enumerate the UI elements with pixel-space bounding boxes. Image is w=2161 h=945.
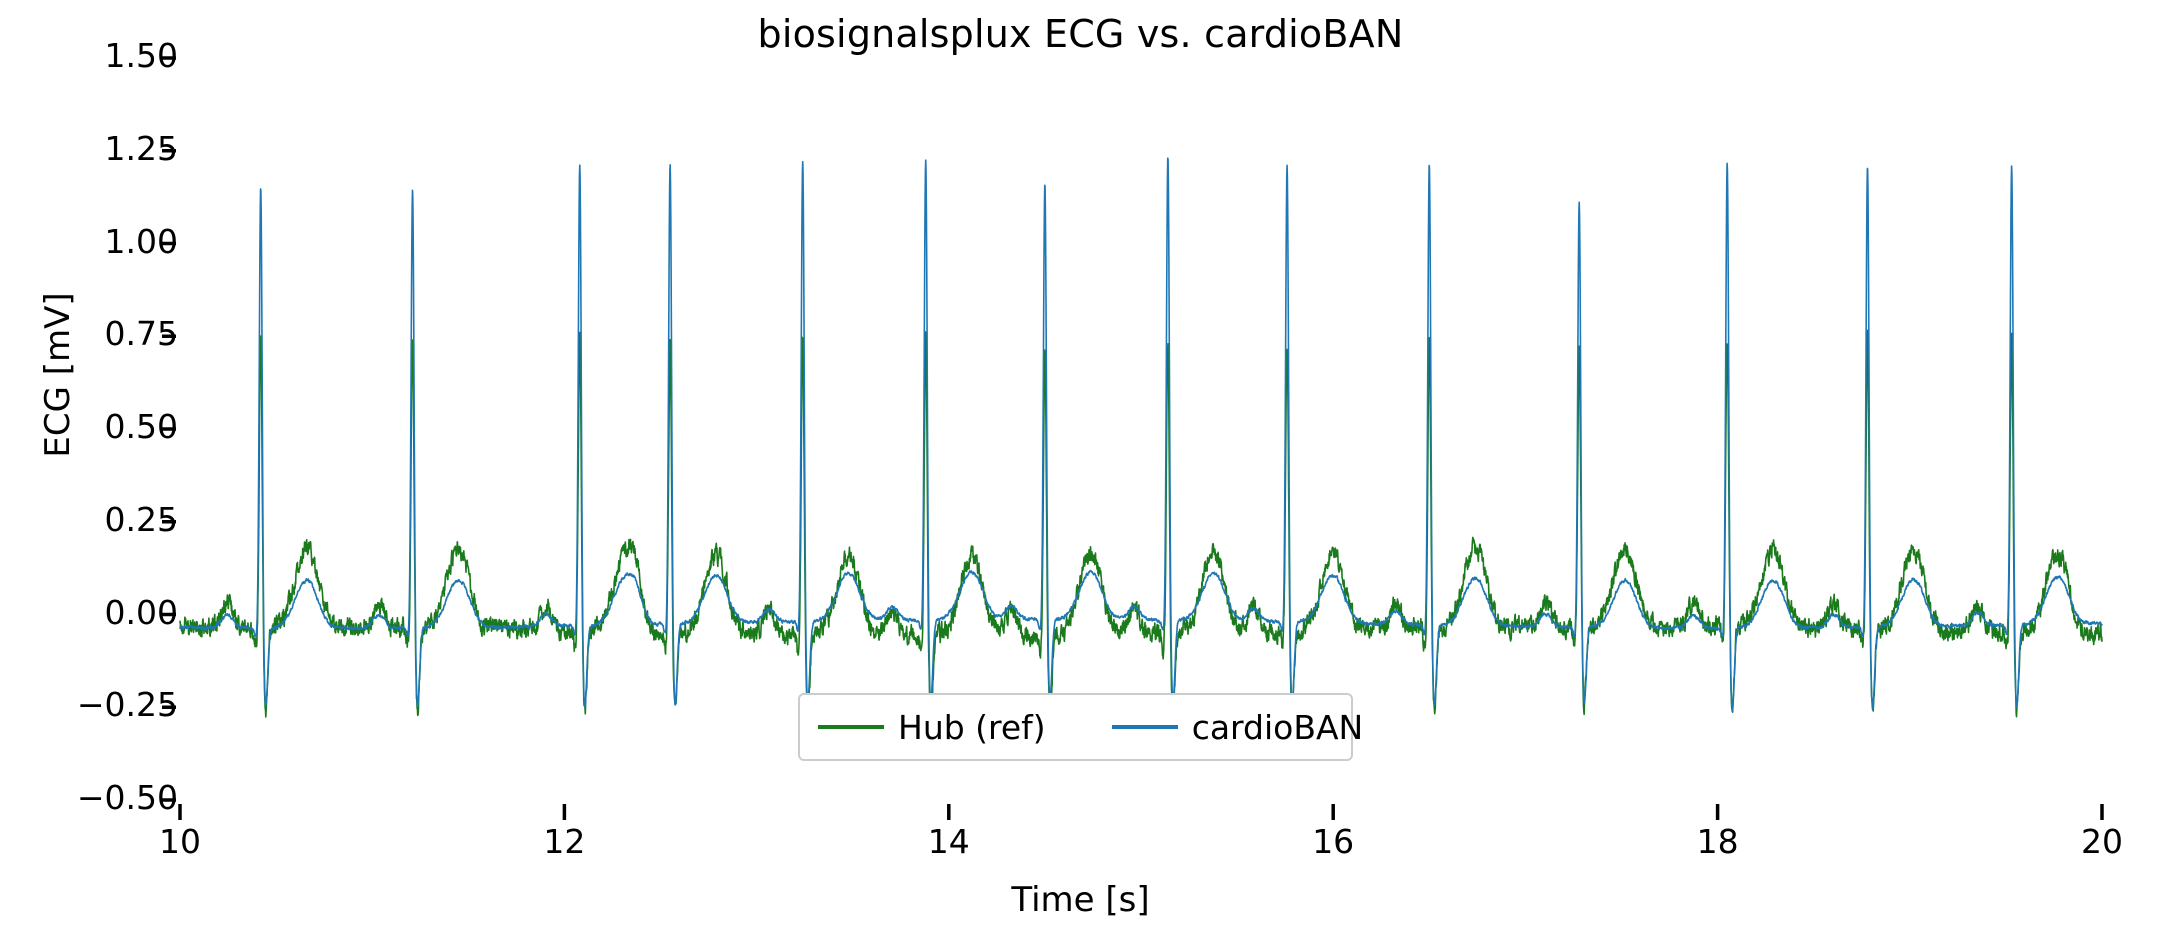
legend-entry-hub: Hub (ref) [800, 695, 1046, 759]
legend-line-cardioban [1111, 725, 1178, 729]
ecg-series-group [179, 157, 2103, 723]
x-tick-label: 16 [1312, 822, 1355, 861]
legend-label-cardioban: cardioBAN [1191, 707, 1364, 747]
x-tick-label: 20 [2081, 822, 2123, 861]
ecg-trace-hub [179, 329, 2103, 723]
y-tick-label: −0.50 [76, 778, 178, 817]
y-tick-label: 0.75 [104, 314, 178, 354]
y-tick-label: 1.50 [104, 36, 178, 75]
chart-title: biosignalsplux ECG vs. cardioBAN [757, 12, 1404, 56]
x-tick-label: 18 [1696, 822, 1739, 861]
ecg-trace-cardioban [179, 157, 2103, 713]
y-tick-label: 1.00 [104, 221, 178, 261]
legend-label-hub: Hub (ref) [898, 707, 1046, 747]
x-tick-label: 10 [159, 822, 201, 861]
axis-tick-marks [162, 56, 2104, 820]
x-tick-label: 12 [543, 822, 586, 861]
y-tick-label: −0.25 [76, 685, 178, 725]
x-axis-label: Time [s] [1011, 880, 1150, 920]
chart-legend: Hub (ref) cardioBAN [798, 693, 1363, 761]
y-tick-label: 1.25 [104, 128, 178, 168]
y-tick-label: 0.50 [104, 407, 178, 446]
y-tick-label: 0.25 [104, 499, 178, 539]
y-tick-label: 0.00 [104, 592, 178, 632]
legend-entry-cardioban: cardioBAN [1094, 695, 1364, 759]
x-tick-label: 14 [927, 822, 970, 861]
legend-line-hub [818, 725, 884, 729]
